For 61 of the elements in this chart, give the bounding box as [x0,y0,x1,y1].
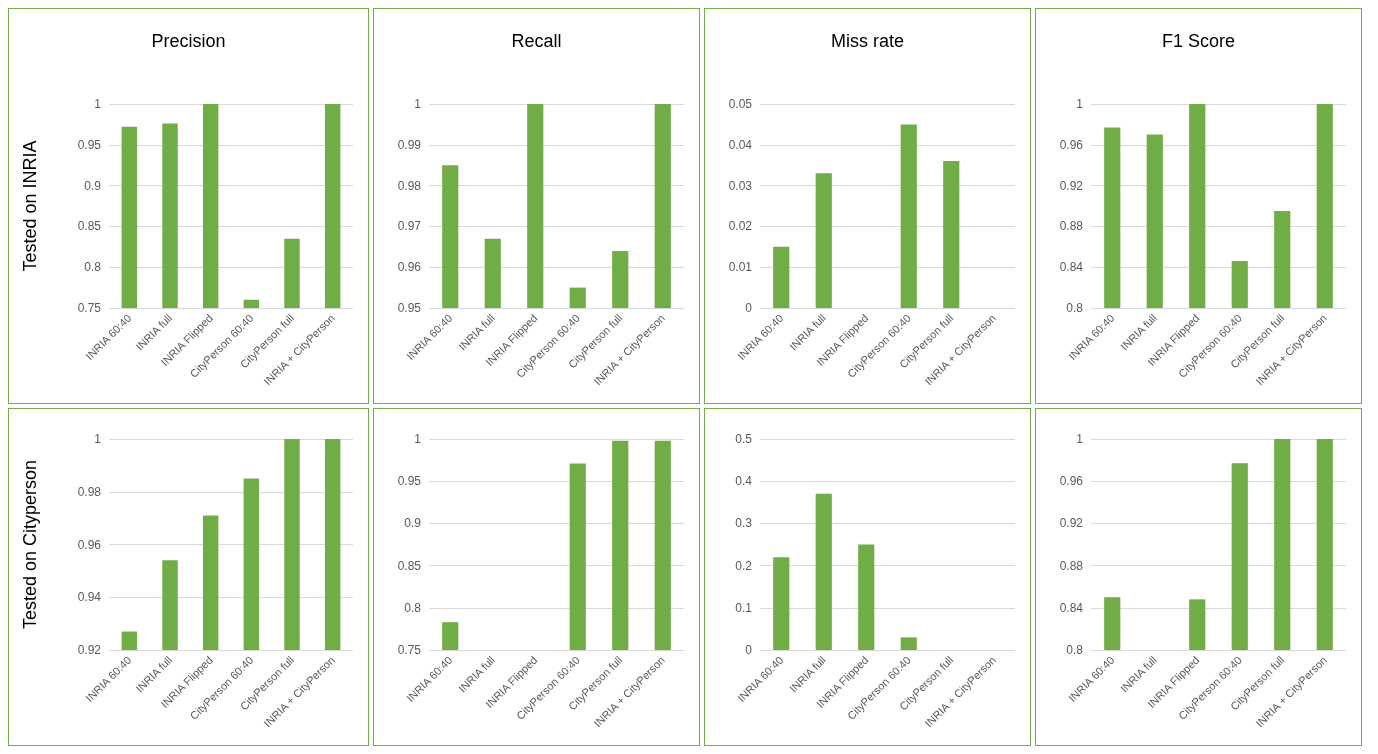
y-tick-label: 1 [1076,97,1084,111]
y-tick-label: 0.02 [728,219,753,234]
y-tick-label: 0.88 [1059,219,1084,234]
y-tick-label: 0.8 [84,260,102,275]
y-tick-label: 0.96 [397,260,422,275]
y-tick-label: 0.85 [77,219,102,234]
y-tick-label: 0.92 [1059,178,1084,193]
y-tick-label: 0.2 [735,558,753,573]
y-tick-label: 0.92 [77,643,102,657]
y-tick-label: 0.75 [397,643,422,657]
bar [900,124,917,308]
y-tick-label: 1 [94,432,102,446]
y-tick-label: 0.1 [735,600,753,615]
bar [773,246,790,308]
bar [815,493,832,650]
y-tick-label: 0.03 [728,178,753,193]
y-tick-label: 0.95 [397,301,422,315]
chart-title: Precision [151,31,226,51]
y-tick-label: 0.84 [1059,260,1084,275]
y-tick-label: 0.8 [404,600,422,615]
y-axis-title: Tested on Cityperson [20,459,40,630]
y-tick-label: 1 [414,432,422,446]
y-tick-label: 1 [414,97,422,111]
y-tick-label: 0 [745,643,753,657]
y-tick-label: 0.98 [77,484,102,499]
y-tick-label: 0.4 [735,474,753,489]
y-tick-label: 0.96 [1059,474,1084,489]
chart-title: Recall [511,31,562,51]
y-tick-label: 0.88 [1059,558,1084,573]
y-tick-label: 0.95 [397,474,422,489]
y-tick-label: 0.94 [77,590,102,605]
y-tick-label: 0.85 [397,558,422,573]
y-tick-label: 0.99 [397,137,422,152]
bar [773,557,790,650]
y-tick-label: 0.05 [728,97,753,111]
y-tick-label: 0.98 [397,178,422,193]
y-tick-label: 0.01 [728,260,753,275]
y-tick-label: 0.04 [728,137,753,152]
bar [858,544,875,650]
chart-title: Miss rate [830,31,905,51]
y-tick-label: 1 [1076,432,1084,446]
y-tick-label: 0.96 [1059,137,1084,152]
bar [943,161,960,308]
y-axis-title: Tested on INRIA [20,140,40,272]
bar [900,637,917,650]
y-tick-label: 0.9 [404,516,422,531]
y-tick-label: 0.75 [77,301,102,315]
bar [815,173,832,308]
y-tick-label: 0.96 [77,537,102,552]
y-tick-label: 0 [745,301,753,315]
y-tick-label: 0.92 [1059,516,1084,531]
chart-title: F1 Score [1161,31,1236,51]
y-tick-label: 0.8 [1066,301,1084,315]
y-tick-label: 0.84 [1059,600,1084,615]
y-tick-label: 0.9 [84,178,102,193]
y-tick-label: 0.97 [397,219,422,234]
y-tick-label: 0.3 [735,516,753,531]
y-tick-label: 0.5 [735,432,753,446]
y-tick-label: 0.95 [77,137,102,152]
y-tick-label: 0.8 [1066,643,1084,657]
y-tick-label: 1 [94,97,102,111]
